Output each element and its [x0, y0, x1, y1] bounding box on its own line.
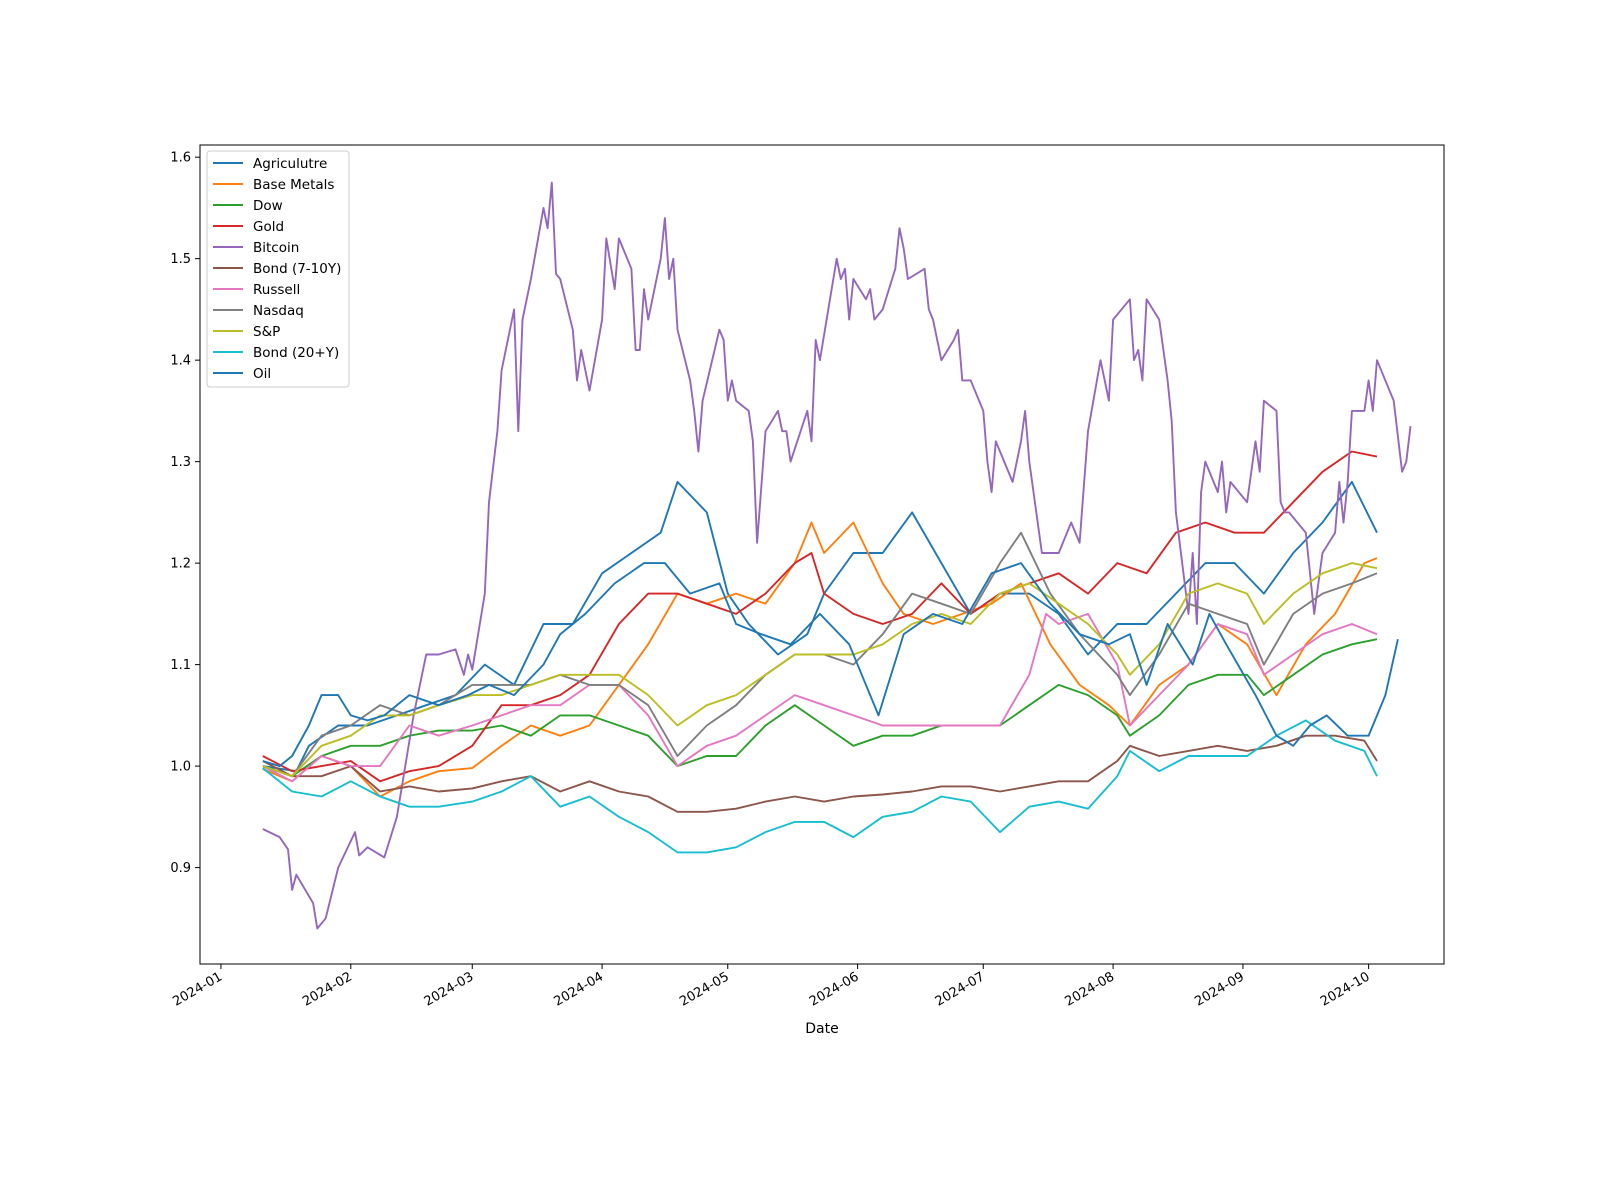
x-axis-title: Date [805, 1021, 838, 1037]
legend-label: Bond (7-10Y) [253, 261, 341, 277]
legend-label: Russell [253, 282, 300, 298]
y-axis: 0.9 1.0 1.1 1.2 1.3 1.4 1.5 1.6 [170, 151, 200, 876]
legend-label: Nasdaq [253, 303, 304, 319]
series-line-4 [262, 450, 1378, 783]
y-tick-label: 1.5 [170, 252, 191, 267]
y-tick-label: 1.6 [170, 151, 191, 166]
y-tick-label: 1.3 [170, 455, 191, 470]
y-tick-label: 1.1 [170, 658, 191, 673]
legend-frame [206, 150, 350, 388]
legend: Agriculutre Base Metals Dow Gold Bitcoin Bond… [206, 150, 350, 388]
series-line-1 [262, 480, 1378, 773]
legend-label: Gold [253, 219, 284, 235]
legend-label: Oil [253, 366, 271, 382]
series-line-5 [262, 181, 1412, 930]
y-tick-label: 1.2 [170, 557, 191, 572]
series-line-6 [262, 734, 1378, 813]
legend-label: Agriculutre [253, 156, 327, 172]
legend-label: Base Metals [253, 177, 334, 193]
plot-area [199, 144, 1445, 965]
legend-label: S&P [253, 324, 280, 340]
legend-label: Bitcoin [253, 240, 299, 256]
legend-label: Bond (20+Y) [253, 345, 339, 361]
series-layer [262, 181, 1412, 930]
y-tick-label: 1.0 [170, 760, 191, 775]
legend-label: Dow [253, 198, 283, 214]
y-tick-label: 1.4 [170, 354, 191, 369]
series-line-8 [262, 531, 1378, 778]
y-tick-label: 0.9 [170, 861, 191, 876]
series-line-11 [262, 562, 1399, 768]
series-line-7 [262, 612, 1378, 783]
series-line-10 [262, 719, 1378, 854]
axes-frame [199, 144, 1445, 965]
